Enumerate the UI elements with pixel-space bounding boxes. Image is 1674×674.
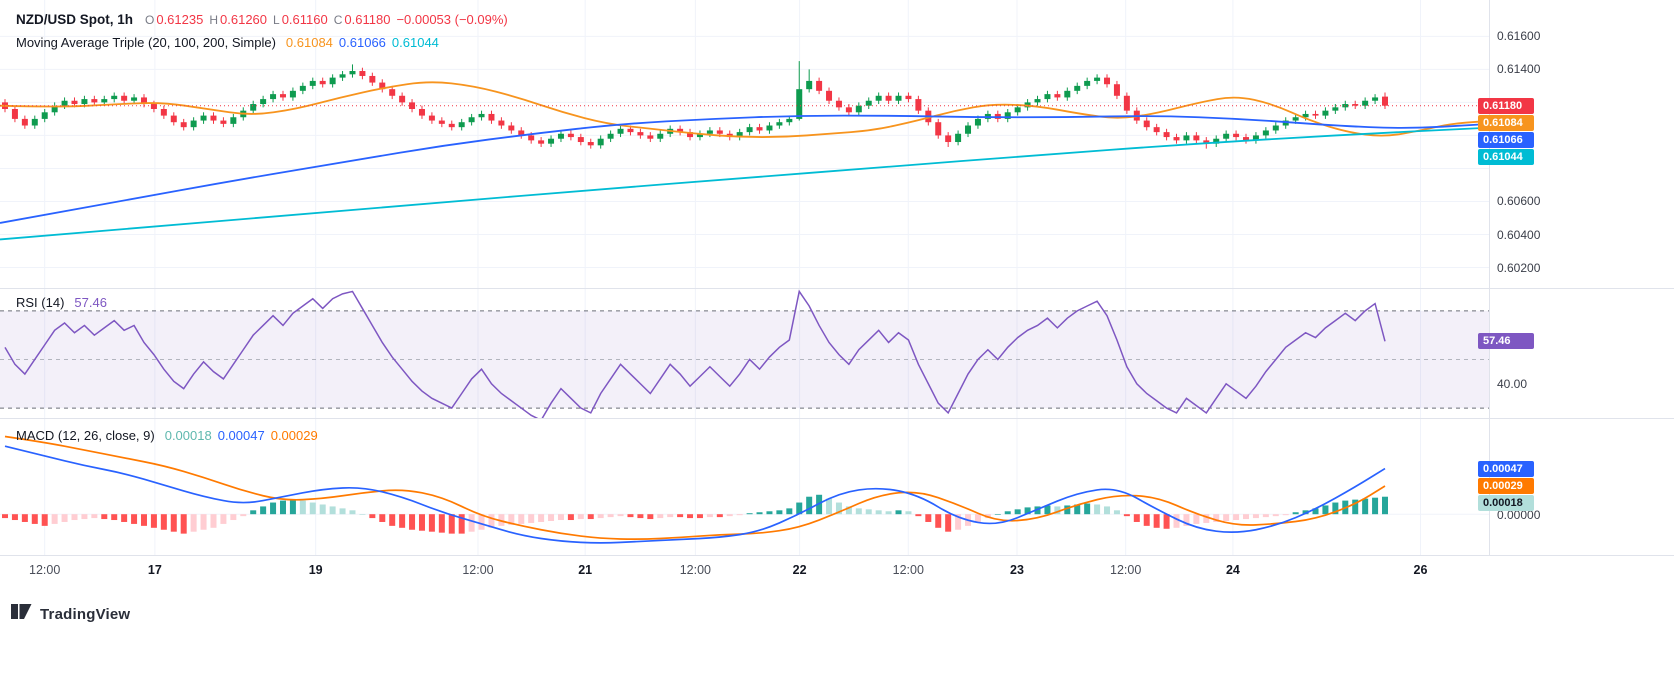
- price-axis-badge: 0.61084: [1478, 114, 1534, 131]
- ohlc-change-value: −0.00053 (−0.09%): [396, 12, 508, 27]
- macd-legend[interactable]: MACD (12, 26, close, 9) 0.00018 0.00047 …: [16, 428, 318, 443]
- price-axis-tick: 0.61400: [1497, 62, 1541, 77]
- time-axis-label: 23: [1010, 563, 1024, 577]
- price-pane-canvas[interactable]: [0, 0, 1489, 289]
- time-axis-label: 21: [578, 563, 593, 577]
- ohlc-open-label: O: [145, 12, 155, 27]
- time-axis[interactable]: 12:00 17 19 12:00 21 12:00 22 12:00 23 12:00 24 26: [0, 555, 1674, 588]
- price-axis-badge: 0.61180: [1478, 97, 1534, 114]
- rsi-title: RSI (14): [16, 295, 65, 310]
- time-axis-label: 12:00: [1110, 563, 1142, 577]
- time-axis-label: 12:00: [679, 563, 711, 577]
- macd-hist-value: 0.00018: [164, 428, 212, 443]
- price-axis-tick: 0.60600: [1497, 194, 1541, 209]
- rsi-axis-badge: 57.46: [1478, 333, 1534, 350]
- pane-divider-price-rsi[interactable]: [0, 288, 1674, 289]
- time-axis-label: 24: [1225, 563, 1240, 577]
- macd-signal-value: 0.00029: [270, 428, 318, 443]
- tradingview-logo-text[interactable]: TradingView: [40, 605, 131, 623]
- time-axis-label: 26: [1413, 563, 1428, 577]
- time-axis-label: 12:00: [29, 563, 61, 577]
- rsi-pane-canvas[interactable]: [0, 289, 1489, 419]
- ma-triple-legend[interactable]: Moving Average Triple (20, 100, 200, Sim…: [16, 35, 439, 50]
- ma200-value: 0.61044: [391, 35, 439, 50]
- price-axis-badge: 0.61066: [1478, 131, 1534, 148]
- ohlc-high-value: 0.61260: [220, 12, 268, 27]
- pane-divider-rsi-macd[interactable]: [0, 418, 1674, 419]
- time-axis-label: 19: [308, 563, 323, 577]
- ohlc-close-value: 0.61180: [344, 12, 391, 27]
- macd-axis-badge: 0.00029: [1478, 478, 1534, 495]
- macd-axis-badge: 0.00018: [1478, 495, 1534, 512]
- ohlc-low-value: 0.61160: [281, 12, 328, 27]
- time-axis-label: 12:00: [462, 563, 494, 577]
- chart-root: NZD/USD Spot, 1h O 0.61235 H 0.61260 L 0…: [0, 0, 1674, 588]
- time-axis-label: 22: [792, 563, 807, 577]
- macd-pane-canvas[interactable]: [0, 419, 1489, 555]
- rsi-legend[interactable]: RSI (14) 57.46: [16, 295, 107, 310]
- ohlc-high-label: H: [209, 12, 219, 27]
- symbol-title: NZD/USD Spot, 1h: [16, 12, 133, 27]
- ohlc-close-label: C: [333, 12, 343, 27]
- ma20-value: 0.61084: [285, 35, 333, 50]
- ohlc-open-value: 0.61235: [156, 12, 204, 27]
- ma-triple-title: Moving Average Triple (20, 100, 200, Sim…: [16, 35, 276, 50]
- price-axis-tick: 0.60200: [1497, 260, 1541, 275]
- macd-axis-badge: 0.00047: [1478, 460, 1534, 477]
- price-axis-border: [1489, 0, 1490, 588]
- price-axis-badge: 0.61044: [1478, 148, 1534, 165]
- rsi-value: 57.46: [74, 295, 107, 310]
- price-axis-tick: 0.61600: [1497, 29, 1541, 44]
- ohlc-low-label: L: [273, 12, 280, 27]
- macd-axis-tick: 0.00000: [1497, 508, 1541, 523]
- rsi-axis-tick: 40.00: [1497, 376, 1528, 391]
- price-axis-tick: 0.60400: [1497, 227, 1541, 242]
- time-axis-label: 12:00: [892, 563, 924, 577]
- ma100-value: 0.61066: [338, 35, 386, 50]
- macd-title: MACD (12, 26, close, 9): [16, 428, 155, 443]
- tradingview-logo-icon[interactable]: [10, 602, 33, 626]
- macd-line-value: 0.00047: [217, 428, 265, 443]
- symbol-legend[interactable]: NZD/USD Spot, 1h O 0.61235 H 0.61260 L 0…: [16, 12, 508, 27]
- time-axis-label: 17: [147, 563, 162, 577]
- footer: TradingView: [0, 588, 1674, 674]
